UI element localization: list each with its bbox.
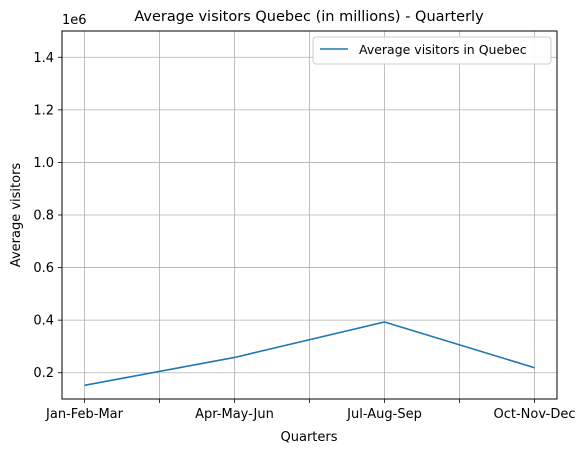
x-tick-label: Apr-May-Jun: [195, 407, 274, 422]
x-tick-label: Jul-Aug-Sep: [346, 407, 422, 422]
y-tick-label: 0.8: [33, 209, 54, 224]
x-axis-ticks: Jan-Feb-Mar Apr-May-Jun Jul-Aug-Sep Oct-Nov…: [45, 399, 576, 422]
y-tick-label: 1.4: [33, 51, 54, 66]
y-axis-label: Average visitors: [9, 163, 24, 268]
series-line: [84, 321, 535, 387]
y-tick-label: 0.6: [33, 261, 54, 276]
y-axis-ticks: 0.2 0.4 0.6 0.8 1.0 1.2 1.4: [33, 51, 62, 381]
legend-box: [312, 36, 552, 65]
y-tick-label: 1.2: [33, 103, 54, 118]
y-tick-label: 0.4: [33, 314, 54, 329]
chart-title: Average visitors Quebec (in millions) - …: [134, 9, 484, 25]
y-axis-offset-label: 1e6: [62, 13, 87, 28]
series-layer: [84, 321, 535, 387]
legend-label: Average visitors in Quebec: [359, 42, 527, 57]
x-tick-label: Jan-Feb-Mar: [45, 407, 124, 422]
x-axis-label: Quarters: [281, 430, 338, 445]
legend: Average visitors in Quebec: [312, 36, 552, 65]
y-tick-label: 0.2: [33, 366, 54, 381]
gridlines: [62, 31, 557, 399]
x-tick-label: Oct-Nov-Dec: [493, 407, 575, 422]
y-tick-label: 1.0: [33, 156, 54, 171]
